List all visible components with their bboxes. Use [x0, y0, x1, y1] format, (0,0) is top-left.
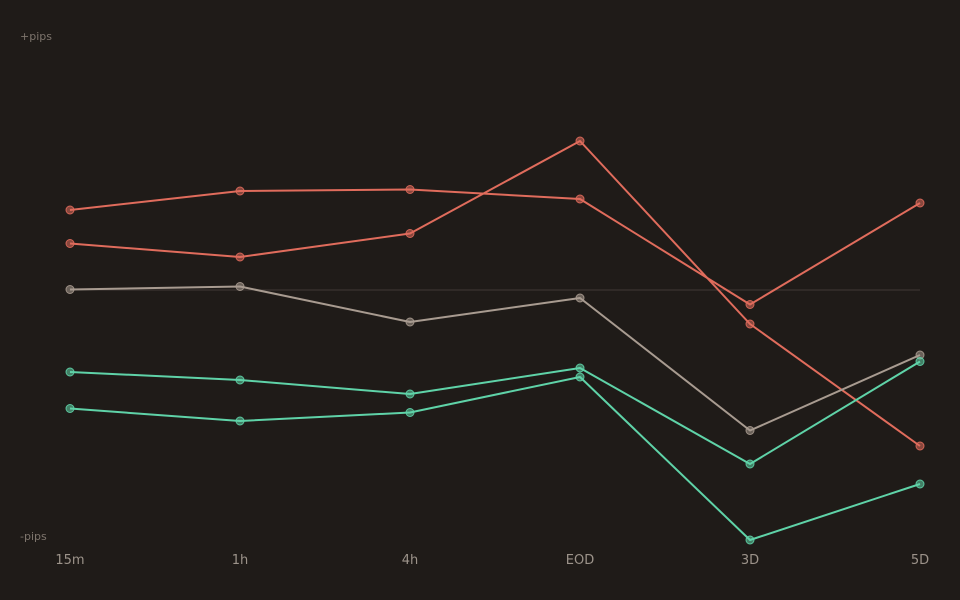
data-point[interactable]	[575, 194, 585, 204]
data-point[interactable]	[235, 186, 245, 196]
data-point[interactable]	[915, 479, 925, 489]
series-line	[69, 285, 921, 432]
data-point[interactable]	[745, 535, 755, 545]
series-layer	[65, 136, 925, 545]
data-point[interactable]	[405, 408, 415, 417]
series-line	[69, 376, 921, 541]
data-point[interactable]	[575, 293, 585, 303]
data-point[interactable]	[575, 372, 585, 382]
data-point[interactable]	[235, 375, 245, 385]
series-line	[69, 188, 921, 306]
series-2	[65, 136, 925, 451]
series-line	[69, 360, 921, 465]
data-point[interactable]	[745, 319, 755, 329]
data-point[interactable]	[745, 459, 755, 469]
data-point[interactable]	[405, 229, 415, 238]
data-point[interactable]	[235, 252, 245, 262]
series-5	[65, 372, 925, 545]
series-line	[69, 140, 921, 447]
data-point[interactable]	[65, 239, 75, 248]
data-point[interactable]	[235, 416, 245, 426]
data-point[interactable]	[65, 205, 75, 215]
data-point[interactable]	[65, 285, 75, 294]
y-axis-bottom-label: -pips	[20, 530, 47, 543]
data-point[interactable]	[575, 136, 585, 146]
x-tick-label: EOD	[566, 553, 594, 568]
x-tick-label: 1h	[232, 553, 249, 568]
x-tick-label: 15m	[55, 553, 84, 568]
x-tick-label: 4h	[402, 553, 419, 568]
data-point[interactable]	[915, 357, 925, 366]
data-point[interactable]	[745, 426, 755, 435]
data-point[interactable]	[235, 282, 245, 291]
data-point[interactable]	[65, 367, 75, 377]
x-tick-label: 5D	[911, 553, 929, 568]
series-3	[65, 282, 925, 435]
data-point[interactable]	[65, 404, 75, 413]
data-point[interactable]	[745, 300, 755, 309]
data-point[interactable]	[915, 198, 925, 208]
data-point[interactable]	[405, 317, 415, 327]
x-tick-label: 3D	[741, 553, 759, 568]
data-point[interactable]	[405, 185, 415, 194]
data-point[interactable]	[405, 389, 415, 399]
data-point[interactable]	[915, 441, 925, 451]
x-axis-ticks: 15m 1h 4h EOD 3D 5D	[55, 553, 929, 568]
y-axis-top-label: +pips	[20, 30, 52, 43]
series-1	[65, 185, 925, 309]
series-4	[65, 357, 925, 469]
data-point[interactable]	[575, 363, 585, 373]
